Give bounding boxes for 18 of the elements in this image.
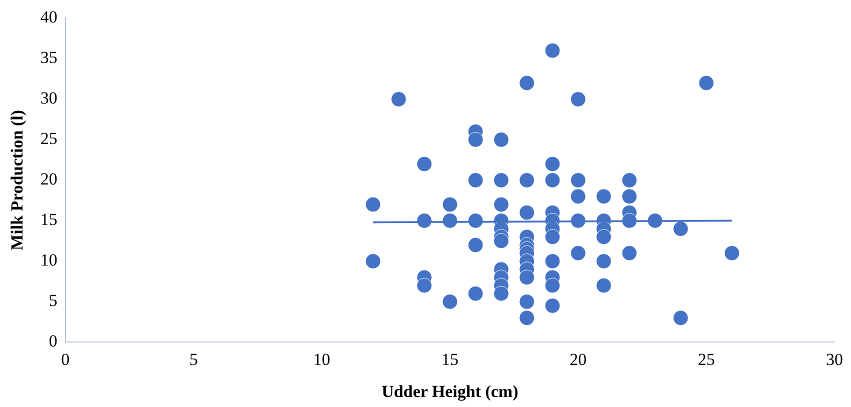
y-tick-label: 25 xyxy=(40,129,58,148)
x-tick-label: 5 xyxy=(189,350,198,369)
y-tick-label: 40 xyxy=(40,8,58,27)
x-axis-title: Udder Height (cm) xyxy=(382,382,518,402)
y-tick-label: 0 xyxy=(48,332,58,351)
y-tick-label: 5 xyxy=(48,291,58,310)
y-tick-label: 35 xyxy=(40,48,58,68)
x-tick-label: 0 xyxy=(61,350,70,369)
y-tick-label: 10 xyxy=(40,250,58,270)
x-tick-label: 10 xyxy=(313,350,330,369)
y-axis-title: Milk Production (l) xyxy=(8,110,27,250)
x-tick-label: 25 xyxy=(698,350,715,369)
x-tick-label: 20 xyxy=(570,350,587,369)
y-tick-label: 20 xyxy=(40,170,58,189)
y-tick-label: 30 xyxy=(40,88,58,108)
x-tick-label: 30 xyxy=(826,350,843,369)
x-tick-label: 15 xyxy=(441,350,458,369)
y-tick-label: 15 xyxy=(40,210,58,230)
